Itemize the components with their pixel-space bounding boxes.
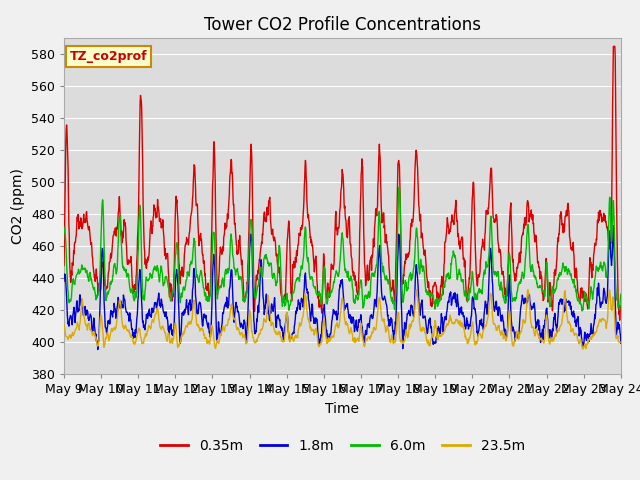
X-axis label: Time: Time bbox=[325, 402, 360, 416]
Text: TZ_co2prof: TZ_co2prof bbox=[70, 50, 147, 63]
Title: Tower CO2 Profile Concentrations: Tower CO2 Profile Concentrations bbox=[204, 16, 481, 34]
Legend: 0.35m, 1.8m, 6.0m, 23.5m: 0.35m, 1.8m, 6.0m, 23.5m bbox=[154, 433, 531, 458]
Y-axis label: CO2 (ppm): CO2 (ppm) bbox=[12, 168, 26, 244]
